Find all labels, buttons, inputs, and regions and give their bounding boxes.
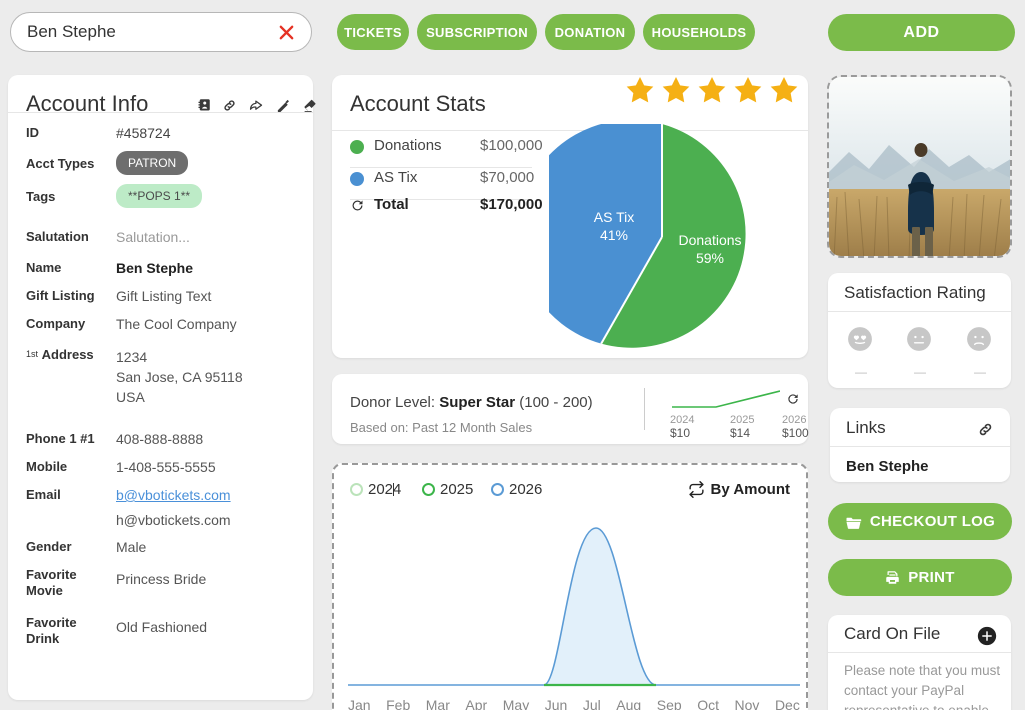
svg-text:59%: 59%	[696, 250, 724, 266]
svg-text:Donations: Donations	[678, 232, 741, 248]
svg-text:AS Tix: AS Tix	[594, 209, 634, 225]
svg-text:41%: 41%	[600, 227, 628, 243]
